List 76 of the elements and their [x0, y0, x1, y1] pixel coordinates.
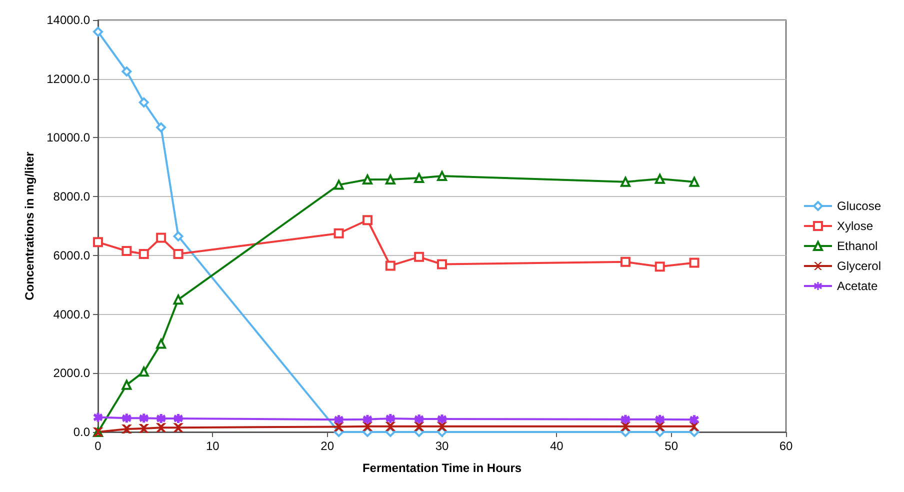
point	[334, 415, 344, 424]
point	[689, 258, 700, 268]
point	[385, 174, 396, 185]
y-tick-label: 6000.0	[53, 248, 90, 262]
point	[93, 26, 103, 37]
x-tick-label: 60	[779, 439, 793, 453]
point	[122, 246, 132, 256]
y-tick-label: 14000.0	[46, 13, 90, 27]
point	[156, 423, 166, 432]
point	[414, 414, 424, 424]
x-tick-label: 50	[664, 439, 678, 453]
point	[438, 414, 446, 424]
point	[122, 66, 132, 76]
point	[620, 176, 630, 187]
point	[620, 422, 630, 431]
point	[362, 174, 372, 185]
point	[437, 259, 447, 270]
y-axis-title: Concentrations in mg/liter	[22, 151, 37, 300]
point	[173, 294, 184, 305]
y-tick-label: 10000.0	[46, 130, 90, 145]
point	[689, 176, 700, 187]
point	[654, 174, 665, 184]
legend-label: Xylose	[836, 219, 874, 233]
point	[334, 422, 344, 432]
point	[437, 170, 447, 181]
y-tick-label: 4000.0	[53, 307, 90, 322]
point	[122, 424, 132, 434]
point	[414, 252, 424, 262]
y-tick-label: 12000.0	[46, 72, 90, 86]
legend-label: Glycerol	[836, 259, 881, 273]
point	[138, 97, 149, 108]
y-tick-label: 8000.0	[53, 190, 90, 204]
point	[655, 414, 664, 424]
point	[414, 422, 424, 431]
point	[174, 423, 183, 432]
x-tick-label: 30	[435, 439, 449, 453]
point	[620, 414, 630, 424]
point	[362, 422, 372, 431]
point	[174, 414, 183, 423]
point	[94, 412, 102, 422]
point	[93, 237, 103, 248]
x-tick-label: 40	[550, 439, 564, 453]
legend-label: Glucose	[836, 199, 882, 213]
point	[654, 262, 665, 272]
point	[122, 414, 132, 423]
point	[156, 232, 166, 243]
point	[385, 260, 396, 271]
point	[139, 414, 148, 423]
point	[334, 228, 344, 238]
point	[138, 366, 149, 377]
point	[414, 173, 424, 184]
point	[138, 248, 149, 259]
point	[173, 231, 184, 242]
point	[438, 422, 446, 431]
point	[386, 422, 395, 431]
point	[139, 424, 148, 433]
point	[655, 422, 664, 431]
legend-label: Acetate	[836, 279, 878, 293]
point	[620, 256, 630, 267]
legend-label: Ethanol	[836, 239, 878, 253]
y-tick-label: 0.0	[73, 425, 90, 439]
x-tick-label: 20	[320, 439, 334, 453]
x-tick-label: 10	[206, 439, 220, 453]
point	[156, 338, 166, 349]
point	[690, 415, 699, 424]
point	[362, 215, 372, 226]
x-axis-title: Fermentation Time in Hours	[362, 461, 522, 475]
point	[156, 122, 166, 132]
point	[122, 380, 132, 390]
point	[334, 180, 344, 190]
point	[386, 414, 395, 423]
point	[362, 414, 372, 424]
y-tick-label: 2000.0	[53, 366, 90, 380]
point	[156, 414, 166, 423]
point	[173, 248, 184, 259]
x-tick-label: 0	[94, 439, 102, 453]
